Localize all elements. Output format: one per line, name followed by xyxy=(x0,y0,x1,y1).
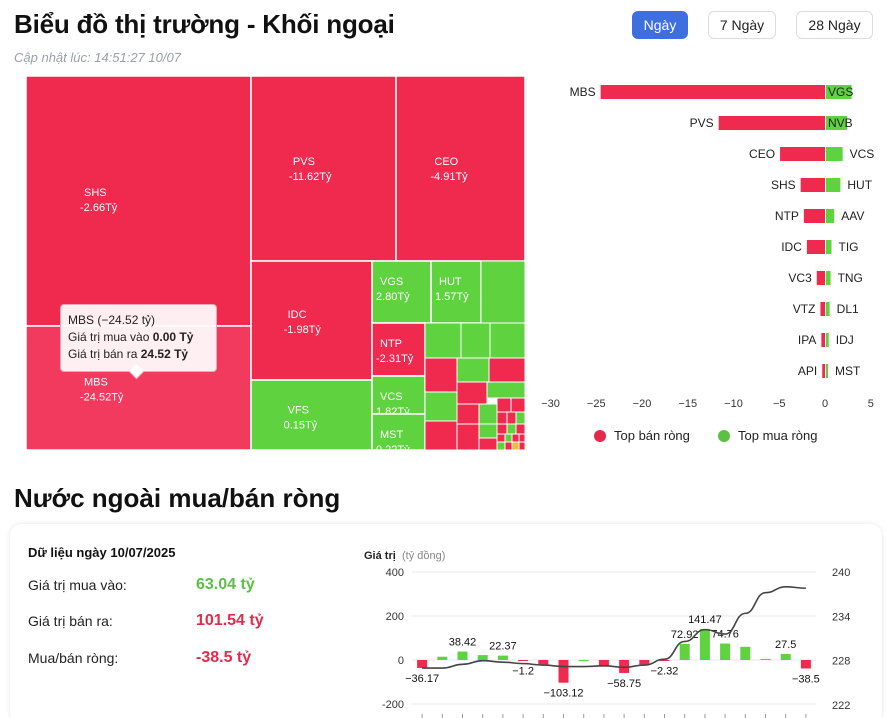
treemap-cell-shs[interactable] xyxy=(25,75,252,327)
tooltip-sell-label: Giá trị bán ra xyxy=(68,347,138,361)
chart-ytick-label: 200 xyxy=(386,611,404,623)
net-bar-label: −1.2 xyxy=(512,665,534,677)
tooltip-buy-value: 0.00 Tỷ xyxy=(152,330,194,344)
net-bar[interactable] xyxy=(437,656,448,660)
tooltip-sell-row: Giá trị bán ra 24.52 Tỷ xyxy=(68,346,209,363)
net-bar[interactable] xyxy=(720,643,731,660)
net-bar[interactable] xyxy=(497,655,508,660)
treemap-small-cell[interactable] xyxy=(424,322,462,359)
treemap-cell-hut[interactable] xyxy=(430,260,482,324)
net-bar[interactable] xyxy=(740,646,751,660)
chart-y2tick-label: 234 xyxy=(832,611,850,623)
treemap-cell-vfs[interactable] xyxy=(250,379,373,451)
chart-y2tick-label: 228 xyxy=(832,656,850,668)
chart-ytick-label: -200 xyxy=(382,699,404,711)
net-bar[interactable] xyxy=(679,643,690,660)
net-bar[interactable] xyxy=(639,660,650,665)
treemap-small-cell[interactable] xyxy=(424,420,458,451)
net-bar[interactable] xyxy=(417,660,428,668)
net-bar[interactable] xyxy=(760,658,771,660)
net-bar[interactable] xyxy=(619,660,630,673)
net-bar-label: −38.5 xyxy=(792,673,820,685)
treemap-cell-vcs[interactable] xyxy=(371,375,426,415)
treemap-small-cell[interactable] xyxy=(480,260,526,324)
page-title: Biểu đồ thị trường - Khối ngoại xyxy=(14,9,395,39)
period-7day-button[interactable]: 7 Ngày xyxy=(708,11,776,39)
legend-sell[interactable]: Top bán ròng xyxy=(594,428,690,443)
tooltip-buy-row: Giá trị mua vào 0.00 Tỷ xyxy=(68,329,209,346)
net-bar-label: 22.37 xyxy=(489,641,517,653)
buy-value: 63.04 tỷ xyxy=(196,576,255,593)
treemap-small-cell[interactable] xyxy=(489,322,526,359)
treemap-tooltip: MBS (−24.52 tỷ) Giá trị mua vào 0.00 Tỷ … xyxy=(60,304,217,372)
net-value: -38.5 tỷ xyxy=(196,649,252,666)
update-timestamp: Cập nhật lúc: 14:51:27 10/07 xyxy=(14,50,181,65)
chart-ytick-label: 0 xyxy=(398,655,404,667)
treemap-small-cell[interactable] xyxy=(456,357,490,383)
net-bar[interactable] xyxy=(780,653,791,660)
chart-ytick-label: 400 xyxy=(386,567,404,579)
net-bar[interactable] xyxy=(477,655,488,660)
treemap-cell-vgs[interactable] xyxy=(371,260,432,324)
net-bar-label: −58.75 xyxy=(607,678,641,690)
index-line xyxy=(422,585,806,669)
legend-buy-dot-icon xyxy=(718,429,730,442)
net-value-label: Mua/bán ròng: xyxy=(28,650,119,666)
treemap-small-cell[interactable] xyxy=(518,441,526,451)
net-bar[interactable] xyxy=(457,651,468,660)
tooltip-buy-label: Giá trị mua vào xyxy=(68,330,150,344)
tooltip-title: MBS (−24.52 tỷ) xyxy=(68,313,156,327)
treemap-cell-ceo[interactable] xyxy=(395,75,526,262)
net-bar[interactable] xyxy=(558,660,569,683)
legend-buy-label: Top mua ròng xyxy=(738,428,818,443)
chart-y2tick-label: 222 xyxy=(832,700,850,712)
net-section-title: Nước ngoài mua/bán ròng xyxy=(14,483,341,513)
sell-value: 101.54 tỷ xyxy=(196,612,264,629)
net-bar-label: 141.47 xyxy=(688,614,722,626)
net-bar-label: 38.42 xyxy=(449,637,477,649)
chart-y2tick-label: 240 xyxy=(832,567,850,579)
net-bar-label: −2.32 xyxy=(651,666,679,678)
net-bar[interactable] xyxy=(578,660,589,661)
net-bar[interactable] xyxy=(800,660,811,669)
net-bar-label: −103.12 xyxy=(543,688,583,700)
legend-sell-label: Top bán ròng xyxy=(614,428,690,443)
net-date-label: Dữ liệu ngày 10/07/2025 xyxy=(28,545,176,560)
legend-buy[interactable]: Top mua ròng xyxy=(718,428,818,443)
net-bar[interactable] xyxy=(538,660,549,665)
period-28day-button[interactable]: 28 Ngày xyxy=(796,11,873,39)
chart-ylabel-unit: (tỷ đồng) xyxy=(402,550,445,562)
legend-sell-dot-icon xyxy=(594,429,606,442)
net-bar[interactable] xyxy=(518,660,529,661)
chart-ylabel: Giá trị xyxy=(364,550,396,562)
net-bar[interactable] xyxy=(598,660,609,667)
period-day-button[interactable]: Ngày xyxy=(632,11,688,39)
tooltip-sell-value: 24.52 Tỷ xyxy=(140,347,189,361)
sell-value-label: Giá trị bán ra: xyxy=(28,613,113,629)
treemap-cell-idc[interactable] xyxy=(250,260,373,381)
net-bar-label: 27.5 xyxy=(775,639,796,651)
treemap-cell-pvs[interactable] xyxy=(250,75,397,262)
net-bar[interactable] xyxy=(699,628,710,660)
net-bar-label: −36.17 xyxy=(405,673,439,685)
net-bar[interactable] xyxy=(659,660,670,661)
buy-value-label: Giá trị mua vào: xyxy=(28,577,127,593)
